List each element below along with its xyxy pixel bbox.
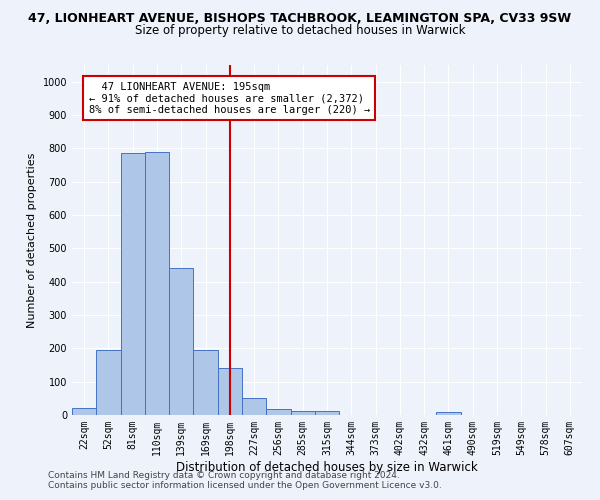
- Bar: [193, 350, 218, 415]
- Text: Contains public sector information licensed under the Open Government Licence v3: Contains public sector information licen…: [48, 481, 442, 490]
- Bar: [436, 412, 461, 415]
- Bar: [218, 368, 242, 415]
- Text: Size of property relative to detached houses in Warwick: Size of property relative to detached ho…: [135, 24, 465, 37]
- Text: 47, LIONHEART AVENUE, BISHOPS TACHBROOK, LEAMINGTON SPA, CV33 9SW: 47, LIONHEART AVENUE, BISHOPS TACHBROOK,…: [28, 12, 572, 26]
- Bar: [266, 409, 290, 415]
- Bar: [169, 268, 193, 415]
- Text: 47 LIONHEART AVENUE: 195sqm
← 91% of detached houses are smaller (2,372)
8% of s: 47 LIONHEART AVENUE: 195sqm ← 91% of det…: [89, 82, 370, 115]
- X-axis label: Distribution of detached houses by size in Warwick: Distribution of detached houses by size …: [176, 460, 478, 473]
- Text: Contains HM Land Registry data © Crown copyright and database right 2024.: Contains HM Land Registry data © Crown c…: [48, 471, 400, 480]
- Bar: [290, 410, 315, 415]
- Bar: [96, 350, 121, 415]
- Bar: [145, 152, 169, 415]
- Bar: [315, 410, 339, 415]
- Bar: [121, 154, 145, 415]
- Y-axis label: Number of detached properties: Number of detached properties: [27, 152, 37, 328]
- Bar: [242, 398, 266, 415]
- Bar: [72, 408, 96, 415]
